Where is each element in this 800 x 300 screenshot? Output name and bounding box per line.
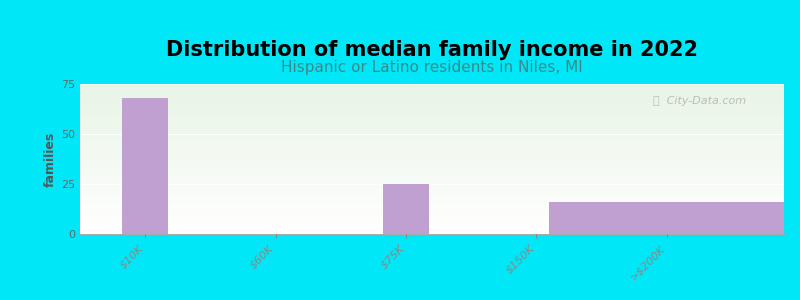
Bar [122, 98, 168, 234]
Bar [550, 202, 784, 234]
Y-axis label: families: families [44, 131, 57, 187]
Text: Hispanic or Latino residents in Niles, MI: Hispanic or Latino residents in Niles, M… [281, 60, 583, 75]
Bar [383, 184, 429, 234]
Text: ⓘ  City-Data.com: ⓘ City-Data.com [653, 96, 746, 106]
Title: Distribution of median family income in 2022: Distribution of median family income in … [166, 40, 698, 60]
